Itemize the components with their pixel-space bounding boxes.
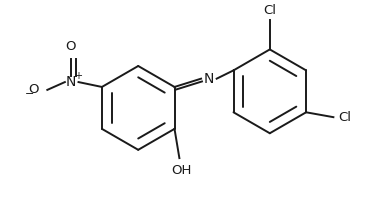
Text: N: N [204,72,214,86]
Text: O: O [28,83,38,96]
Text: N: N [65,75,76,89]
Text: Cl: Cl [263,4,276,17]
Text: O: O [65,40,76,53]
Text: +: + [74,71,81,81]
Text: OH: OH [171,164,192,177]
Text: −: − [25,89,34,99]
Text: Cl: Cl [338,111,351,124]
